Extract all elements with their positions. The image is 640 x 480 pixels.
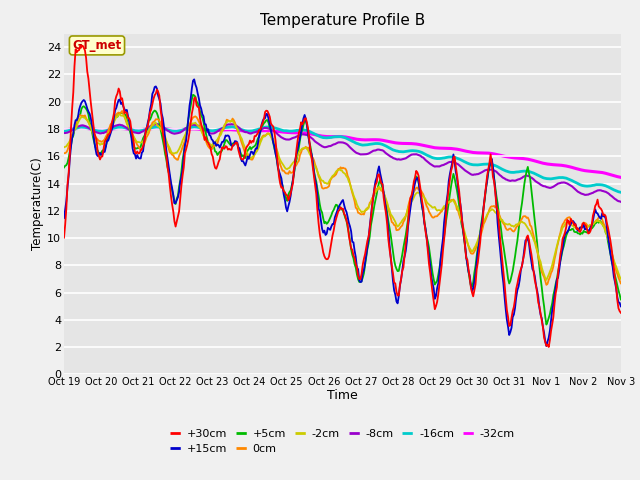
- +15cm: [399, 258, 407, 264]
- -16cm: [296, 127, 304, 133]
- -8cm: [470, 172, 478, 178]
- +30cm: [60, 235, 68, 240]
- -32cm: [79, 125, 86, 131]
- -32cm: [296, 130, 304, 136]
- -8cm: [567, 183, 575, 189]
- -8cm: [399, 156, 407, 162]
- -8cm: [373, 147, 381, 153]
- 0cm: [60, 150, 68, 156]
- -2cm: [234, 129, 242, 134]
- -8cm: [153, 121, 161, 127]
- +5cm: [189, 92, 197, 97]
- Y-axis label: Temperature(C): Temperature(C): [31, 157, 44, 251]
- -8cm: [234, 124, 242, 130]
- -2cm: [470, 245, 478, 251]
- +15cm: [234, 144, 242, 150]
- -16cm: [60, 128, 68, 134]
- -2cm: [296, 148, 304, 154]
- -16cm: [190, 124, 198, 130]
- -32cm: [567, 164, 575, 170]
- +5cm: [296, 137, 304, 143]
- 0cm: [543, 282, 550, 288]
- -2cm: [617, 276, 625, 282]
- +5cm: [568, 226, 576, 232]
- +30cm: [470, 287, 478, 293]
- Line: +15cm: +15cm: [64, 79, 621, 346]
- +15cm: [60, 215, 68, 221]
- +5cm: [617, 297, 625, 302]
- +30cm: [399, 264, 407, 270]
- 0cm: [470, 249, 478, 254]
- -2cm: [60, 144, 68, 150]
- -32cm: [234, 127, 242, 133]
- -16cm: [399, 149, 407, 155]
- 0cm: [399, 219, 407, 225]
- -2cm: [116, 112, 124, 118]
- +30cm: [617, 310, 625, 316]
- +15cm: [543, 343, 550, 349]
- -16cm: [567, 177, 575, 183]
- X-axis label: Time: Time: [327, 389, 358, 402]
- Line: -2cm: -2cm: [64, 115, 621, 280]
- Line: +30cm: +30cm: [64, 46, 621, 347]
- Text: GT_met: GT_met: [72, 39, 122, 52]
- +15cm: [617, 303, 625, 309]
- -8cm: [60, 130, 68, 136]
- +30cm: [568, 218, 576, 224]
- -32cm: [399, 141, 407, 146]
- +15cm: [568, 219, 576, 225]
- Title: Temperature Profile B: Temperature Profile B: [260, 13, 425, 28]
- +30cm: [79, 43, 86, 48]
- +30cm: [234, 147, 242, 153]
- -2cm: [399, 216, 407, 222]
- -2cm: [568, 222, 576, 228]
- -32cm: [373, 137, 381, 143]
- 0cm: [373, 188, 381, 193]
- +5cm: [373, 192, 381, 197]
- Line: -32cm: -32cm: [64, 128, 621, 177]
- +5cm: [60, 165, 68, 170]
- +5cm: [543, 322, 550, 327]
- Line: +5cm: +5cm: [64, 95, 621, 324]
- -16cm: [470, 162, 478, 168]
- -8cm: [296, 132, 304, 138]
- 0cm: [296, 152, 304, 158]
- +30cm: [373, 180, 381, 185]
- Line: -16cm: -16cm: [64, 127, 621, 192]
- 0cm: [568, 219, 576, 225]
- -32cm: [617, 174, 625, 180]
- 0cm: [617, 280, 625, 286]
- +15cm: [296, 135, 304, 141]
- +5cm: [470, 270, 478, 276]
- -2cm: [543, 277, 550, 283]
- -16cm: [617, 190, 625, 195]
- Legend: +30cm, +15cm, +5cm, 0cm, -2cm, -8cm, -16cm, -32cm: +30cm, +15cm, +5cm, 0cm, -2cm, -8cm, -16…: [166, 424, 519, 459]
- -8cm: [617, 199, 625, 204]
- Line: 0cm: 0cm: [64, 111, 621, 285]
- +15cm: [470, 279, 478, 285]
- Line: -8cm: -8cm: [64, 124, 621, 202]
- -32cm: [470, 150, 478, 156]
- +15cm: [373, 175, 381, 180]
- -2cm: [373, 186, 381, 192]
- +15cm: [190, 76, 198, 82]
- +5cm: [399, 244, 407, 250]
- -32cm: [60, 127, 68, 132]
- -16cm: [234, 126, 242, 132]
- 0cm: [234, 130, 242, 136]
- 0cm: [118, 108, 126, 114]
- +30cm: [545, 344, 552, 350]
- +30cm: [296, 126, 304, 132]
- +5cm: [234, 145, 242, 151]
- -16cm: [373, 141, 381, 146]
